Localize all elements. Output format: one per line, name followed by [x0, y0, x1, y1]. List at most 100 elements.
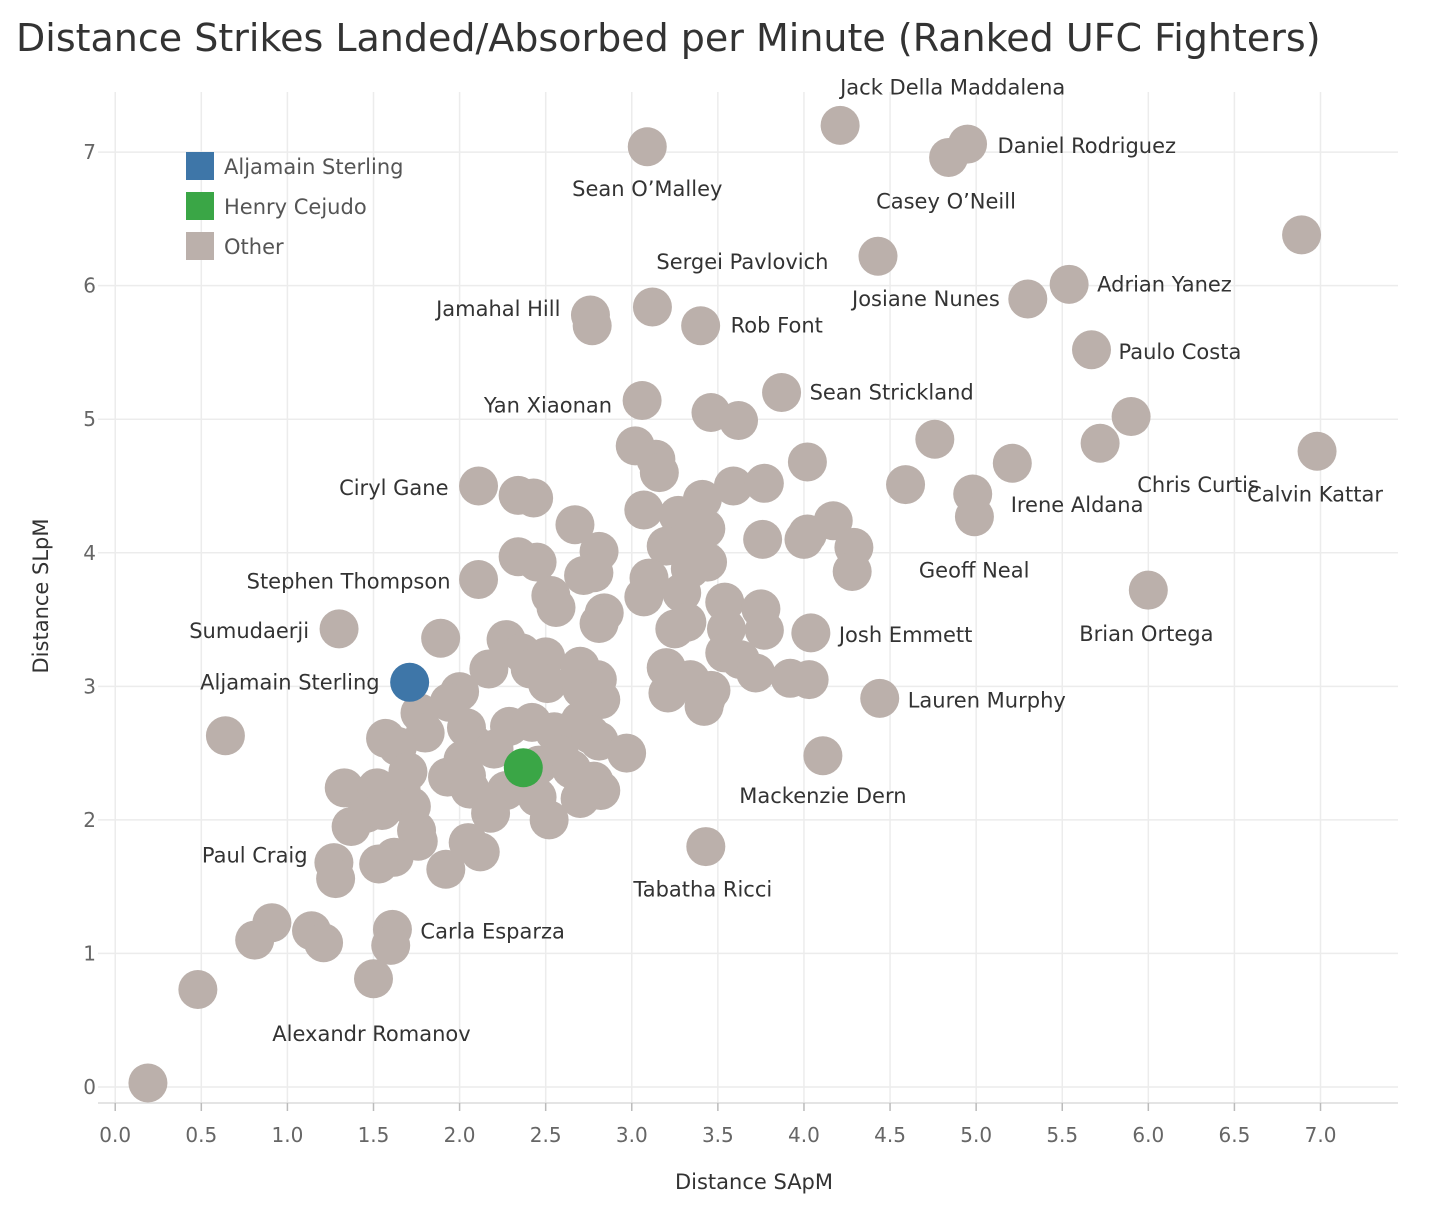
data-point-other	[235, 920, 275, 960]
data-point-other	[514, 478, 554, 518]
data-point-other	[662, 573, 702, 613]
x-tick-label: 0.5	[185, 1123, 217, 1147]
data-point-other	[359, 844, 399, 884]
data-point-other	[713, 466, 753, 506]
data-point-other	[682, 479, 722, 519]
point-label-irene-aldana: Irene Aldana	[1011, 493, 1144, 517]
point-label-lauren-murphy: Lauren Murphy	[908, 688, 1066, 712]
point-label-mackenzie-dern: Mackenzie Dern	[739, 784, 906, 808]
x-tick-label: 1.0	[271, 1123, 303, 1147]
y-tick-label: 2	[83, 808, 96, 832]
data-point-other	[820, 105, 860, 145]
y-tick-label: 0	[83, 1075, 96, 1099]
data-point-other	[529, 800, 569, 840]
legend-swatch-other	[186, 232, 214, 260]
data-point-other	[886, 465, 926, 505]
point-label-brian-ortega: Brian Ortega	[1079, 622, 1213, 646]
data-point-other	[421, 618, 461, 658]
data-point-other	[632, 287, 672, 327]
y-axis-ticks: 0 1 2 3 4 5 6 7	[83, 140, 96, 1099]
point-label-yan-xiaonan: Yan Xiaonan	[483, 394, 612, 418]
data-point-other	[624, 490, 664, 530]
y-tick-label: 6	[83, 274, 96, 298]
data-point-other	[371, 925, 411, 965]
data-point-other	[1072, 330, 1112, 370]
data-point-other	[607, 733, 647, 773]
data-point-other	[622, 381, 662, 421]
data-point-other	[471, 793, 511, 833]
legend-swatch-aljamain-sterling	[186, 152, 214, 180]
point-label-adrian-yanez: Adrian Yanez	[1097, 272, 1232, 296]
point-label-rob-font: Rob Font	[731, 314, 823, 338]
data-point-other	[572, 306, 612, 346]
legend-label-henry-cejudo: Henry Cejudo	[224, 195, 367, 219]
point-label-casey-o-neill: Casey O’Neill	[876, 189, 1016, 213]
data-point-other	[362, 791, 402, 831]
data-point-other	[744, 610, 784, 650]
data-point-other	[474, 729, 514, 769]
data-point-other	[1297, 431, 1337, 471]
data-point-other	[655, 609, 695, 649]
data-point-other	[791, 613, 831, 653]
x-axis-ticks: 0.0 0.5 1.0 1.5 2.0 2.5 3.0 3.5 4.0 4.5 5.0 5.5 6.0 6…	[99, 1103, 1336, 1147]
legend-swatch-henry-cejudo	[186, 192, 214, 220]
data-point-other	[762, 372, 802, 412]
x-tick-label: 6.0	[1132, 1123, 1164, 1147]
data-point-other	[579, 604, 619, 644]
data-point-other	[1008, 279, 1048, 319]
data-point-other	[469, 649, 509, 689]
data-point-other	[624, 577, 664, 617]
data-point-other	[915, 419, 955, 459]
data-point-other	[555, 505, 595, 545]
x-tick-label: 7.0	[1305, 1123, 1337, 1147]
data-point-other	[319, 609, 359, 649]
data-point-aljamain-sterling	[390, 662, 430, 702]
data-point-other	[858, 236, 898, 276]
x-tick-label: 2.5	[530, 1123, 562, 1147]
x-tick-label: 6.5	[1219, 1123, 1251, 1147]
point-label-ciryl-gane: Ciryl Gane	[339, 476, 448, 500]
point-label-jack-della-maddalena: Jack Della Maddalena	[838, 75, 1065, 99]
data-point-other	[719, 401, 759, 441]
x-tick-label: 5.5	[1046, 1123, 1078, 1147]
point-label-tabatha-ricci: Tabatha Ricci	[632, 878, 772, 902]
point-label-jamahal-hill: Jamahal Hill	[434, 297, 560, 321]
x-tick-label: 2.0	[444, 1123, 476, 1147]
data-point-other	[517, 542, 557, 582]
data-point-other	[1080, 423, 1120, 463]
x-tick-label: 0.0	[99, 1123, 131, 1147]
x-tick-label: 4.5	[874, 1123, 906, 1147]
data-point-other	[316, 859, 356, 899]
point-labels: Jack Della Maddalena Daniel Rodriguez Sean…	[189, 75, 1383, 1045]
y-axis-title: Distance SLpM	[29, 519, 53, 674]
data-point-other	[460, 832, 500, 872]
x-tick-label: 3.0	[616, 1123, 648, 1147]
data-point-other	[527, 664, 567, 704]
point-label-geoff-neal: Geoff Neal	[919, 558, 1030, 582]
data-point-other	[789, 660, 829, 700]
y-tick-label: 3	[83, 674, 96, 698]
data-point-other	[1049, 264, 1089, 304]
x-axis-title: Distance SApM	[675, 1170, 833, 1194]
x-tick-label: 5.0	[960, 1123, 992, 1147]
x-tick-label: 4.0	[788, 1123, 820, 1147]
point-label-daniel-rodriguez: Daniel Rodriguez	[998, 134, 1176, 158]
data-point-other	[736, 653, 776, 693]
point-label-carla-esparza: Carla Esparza	[420, 919, 564, 943]
y-tick-label: 1	[83, 941, 96, 965]
data-point-other	[128, 1063, 168, 1103]
point-label-alexandr-romanov: Alexandr Romanov	[272, 1022, 470, 1046]
data-point-other	[331, 807, 371, 847]
data-point-other	[684, 686, 724, 726]
point-label-paul-craig: Paul Craig	[202, 844, 308, 868]
point-label-aljamain-sterling: Aljamain Sterling	[200, 670, 379, 694]
point-label-sumudaerji: Sumudaerji	[189, 619, 309, 643]
x-tick-label: 3.5	[702, 1123, 734, 1147]
point-label-paulo-costa: Paulo Costa	[1119, 340, 1242, 364]
chart-title: Distance Strikes Landed/Absorbed per Min…	[16, 16, 1321, 60]
data-point-other	[426, 849, 466, 889]
data-point-other	[459, 559, 499, 599]
point-label-stephen-thompson: Stephen Thompson	[247, 569, 451, 593]
data-point-other	[178, 969, 218, 1009]
